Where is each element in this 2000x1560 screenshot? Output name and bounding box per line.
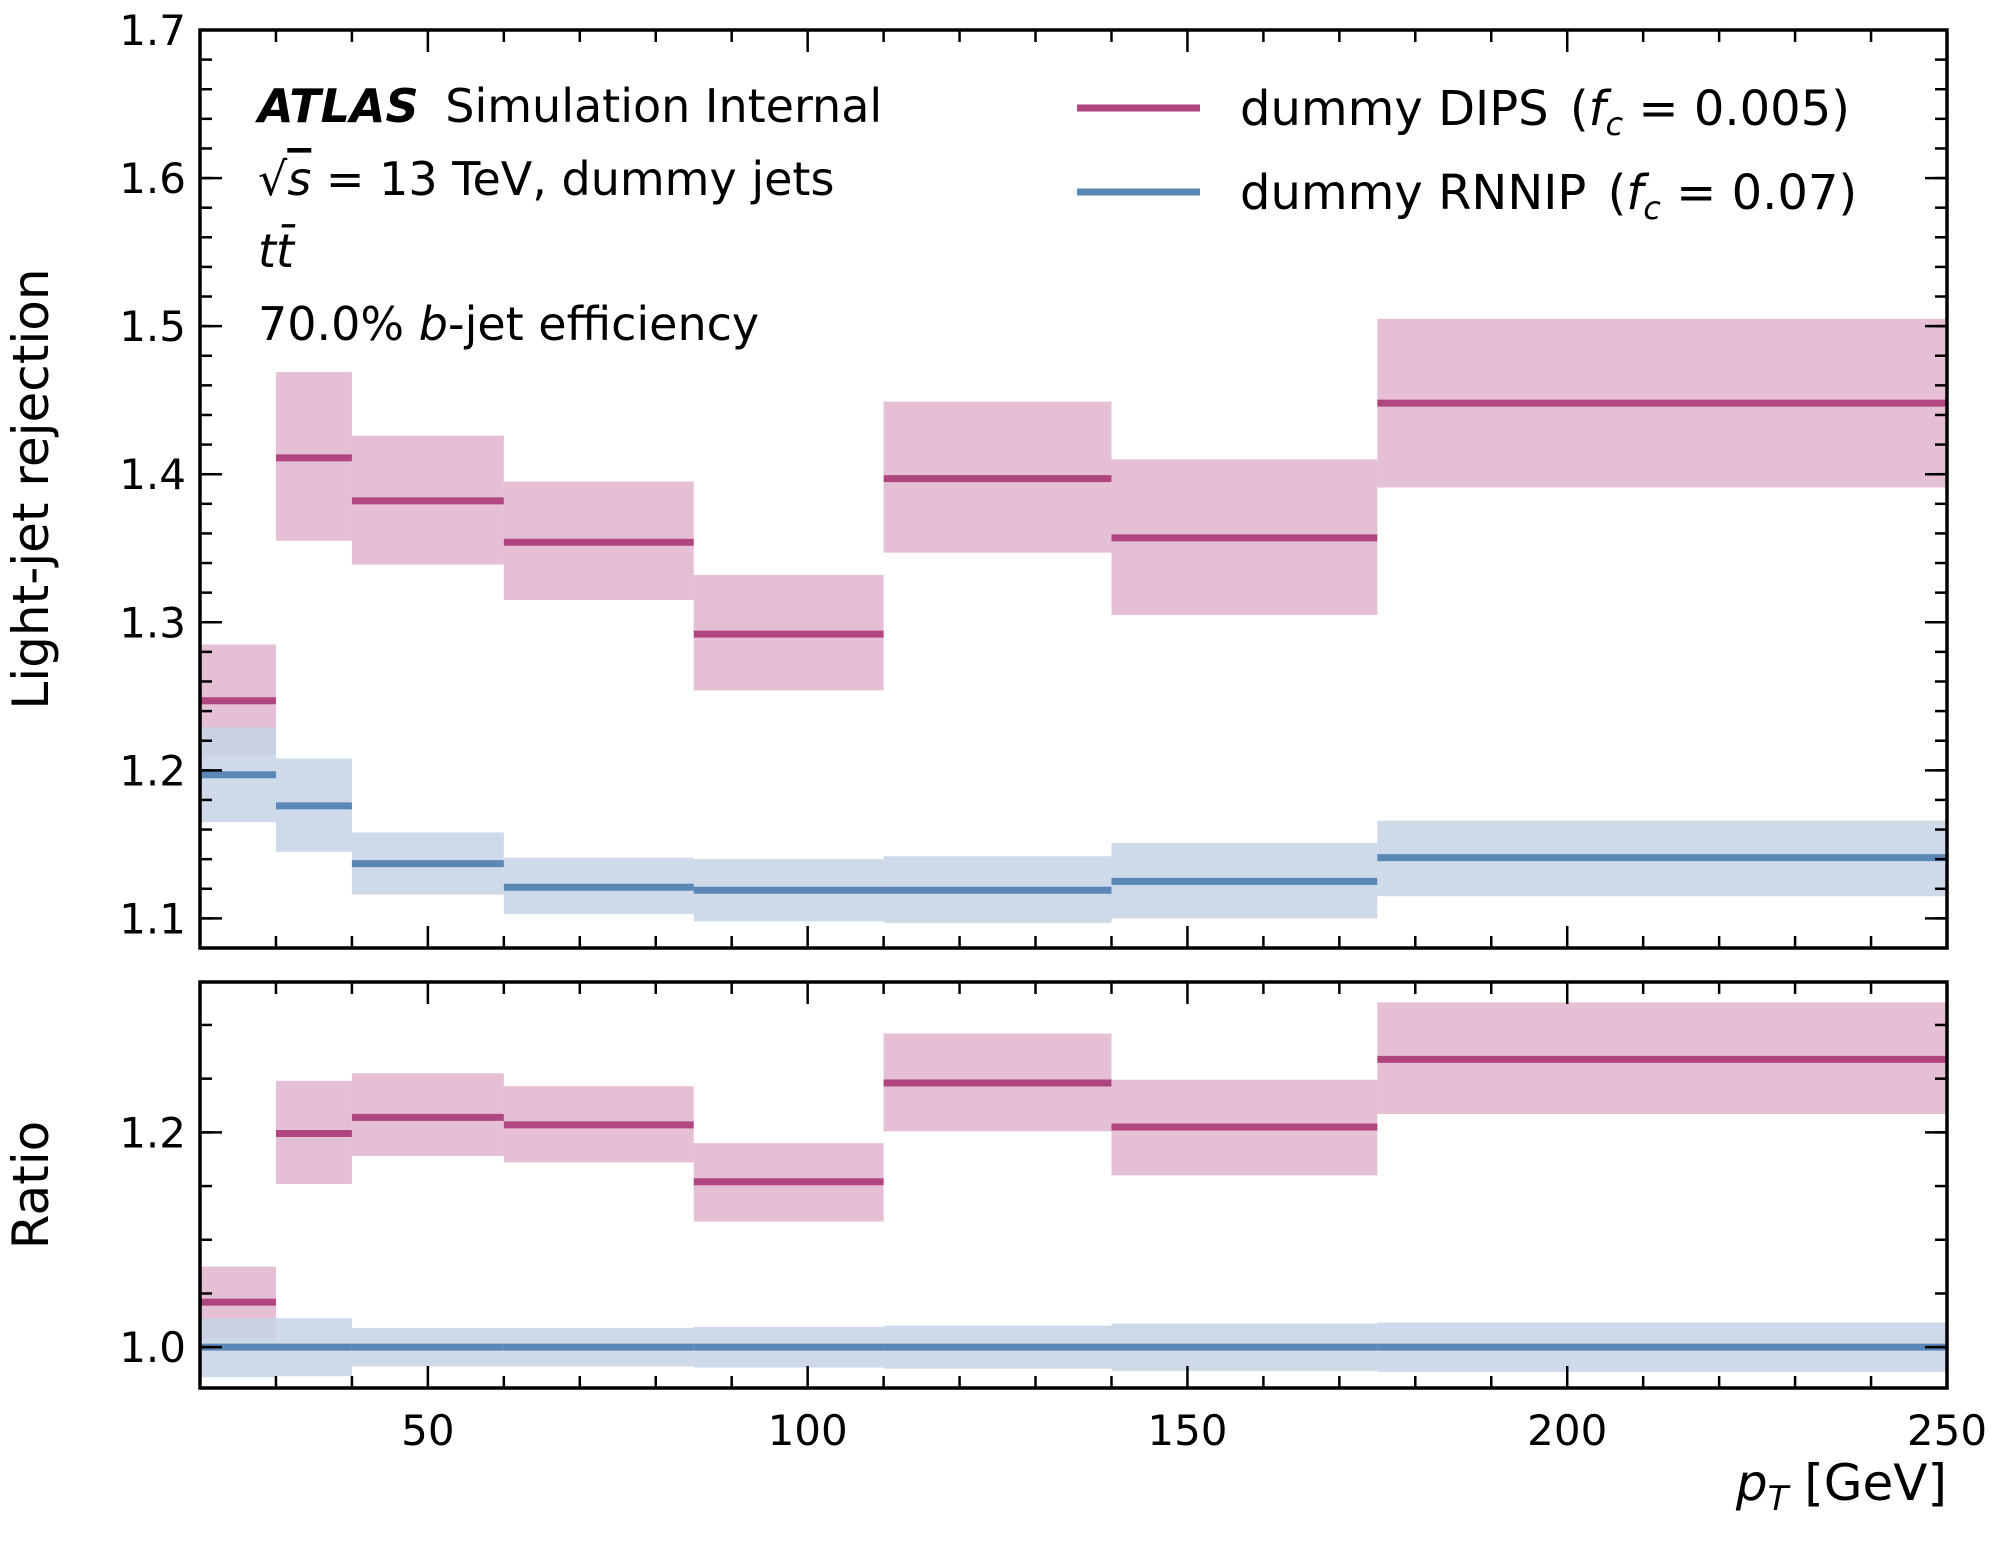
main-y-tick-label: 1.1 <box>119 894 186 943</box>
x-axis-label-main: p <box>1735 1454 1768 1512</box>
legend-dips-name: dummy DIPS <box>1240 81 1549 137</box>
sqrt-symbol: √ <box>258 152 288 206</box>
process-label: tt̄ <box>258 224 296 278</box>
x-tick-label: 250 <box>1907 1406 1987 1455</box>
energy-suffix: = 13 TeV, dummy jets <box>311 152 834 206</box>
x-tick-labels: 50 100 150 200 250 <box>401 1406 1987 1455</box>
legend-rnnip-fc-value: = 0.07 <box>1661 165 1839 221</box>
main-y-tick-label: 1.2 <box>119 746 186 795</box>
energy-label: √s = 13 TeV, dummy jets <box>258 152 834 206</box>
ratio-y-tick-label: 1.0 <box>119 1323 186 1372</box>
svg-text:ATLAS Simulation Inter: ATLAS Simulation Internal <box>255 79 882 133</box>
legend-dips-fc-sub: c <box>1606 105 1624 143</box>
x-axis-label: pT [GeV] <box>1735 1454 1947 1519</box>
legend-dips-fc-value: = 0.005 <box>1623 81 1831 137</box>
legend: dummy DIPS (fc = 0.005) dummy RNNIP (fc … <box>1077 81 1857 227</box>
ratio-axis-ticks: 1.0 1.2 <box>119 982 1949 1388</box>
ratio-step-lines <box>200 1055 1947 1351</box>
atlas-experiment-label: ATLAS <box>255 79 419 133</box>
energy-s: s <box>287 152 311 206</box>
main-step-lines <box>200 399 1947 894</box>
main-y-tick-label: 1.3 <box>119 598 186 647</box>
main-y-tick-label: 1.4 <box>119 450 186 499</box>
wp-prefix: 70.0% <box>258 297 419 351</box>
ratio-y-tick-label: 1.2 <box>119 1108 186 1157</box>
legend-entry-rnnip: dummy RNNIP (fc = 0.07) <box>1240 165 1857 227</box>
atlas-status-label: Simulation Internal <box>445 79 882 133</box>
x-tick-label: 150 <box>1147 1406 1227 1455</box>
x-tick-label: 50 <box>401 1406 454 1455</box>
main-error-bands <box>200 318 1947 923</box>
wp-suffix: -jet efficiency <box>448 297 759 351</box>
legend-rnnip-name: dummy RNNIP <box>1240 165 1586 221</box>
wp-italic: b <box>419 297 448 351</box>
x-axis-label-sub: T <box>1768 1479 1791 1519</box>
main-y-tick-label: 1.6 <box>119 154 186 203</box>
x-tick-label: 200 <box>1527 1406 1607 1455</box>
x-axis-label-unit: [GeV] <box>1788 1454 1947 1512</box>
main-y-axis-label: Light-jet rejection <box>2 268 60 709</box>
main-axis-ticks: 1.1 1.2 1.3 1.4 1.5 1.6 1.7 <box>119 6 1949 950</box>
legend-entry-dips: dummy DIPS (fc = 0.005) <box>1240 81 1850 143</box>
main-y-tick-label: 1.7 <box>119 6 186 55</box>
working-point-label: 70.0% b-jet efficiency <box>258 297 759 351</box>
x-tick-label: 100 <box>768 1406 848 1455</box>
main-panel-frame <box>198 28 1949 950</box>
legend-rnnip-fc-sub: c <box>1643 189 1661 227</box>
atlas-label: ATLAS Simulation Internal √s = 13 TeV, d… <box>255 79 882 351</box>
ratio-y-axis-label: Ratio <box>2 1121 60 1249</box>
main-y-tick-label: 1.5 <box>119 302 186 351</box>
ratio-panel: 1.0 1.2 Ratio <box>2 980 1949 1390</box>
main-panel: 1.1 1.2 1.3 1.4 1.5 1.6 1.7 Light-jet rejectio… <box>2 6 1949 950</box>
